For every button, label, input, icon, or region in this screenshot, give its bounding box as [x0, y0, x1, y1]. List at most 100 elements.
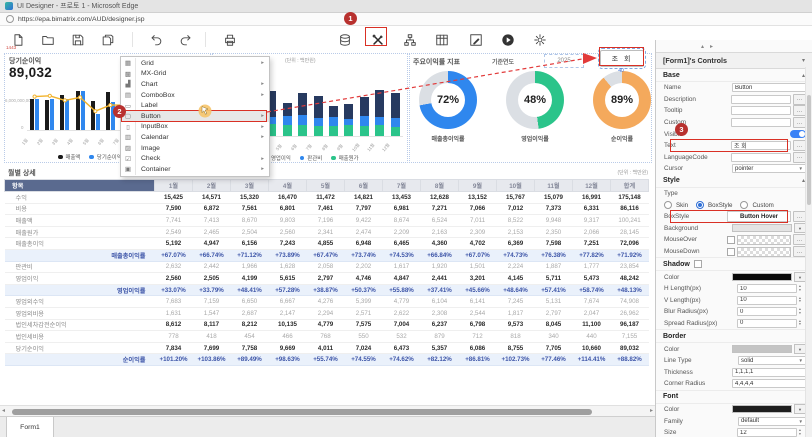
border-color-swatch[interactable] — [732, 345, 792, 354]
languagecode-input[interactable] — [731, 152, 791, 162]
panel-pin-icon[interactable]: ▸ — [710, 43, 714, 50]
design-canvas[interactable]: 당기순이익 89,032 6,000,000,000 0 1월 2월 3월 4월 5월 6… — [0, 47, 655, 405]
corner-radius-input[interactable] — [732, 379, 806, 389]
mousedown-checkbox[interactable] — [727, 247, 735, 256]
search-button[interactable]: 조 회 — [597, 47, 647, 70]
url-bar[interactable]: https://epa.bimatrix.com/AUD/designer.js… — [0, 13, 812, 26]
text-input[interactable] — [731, 141, 791, 151]
line-type-select[interactable]: solid ▼ — [738, 356, 806, 366]
year-select[interactable]: 2025 — [544, 54, 584, 68]
scroll-right-icon[interactable]: ▸ — [649, 408, 653, 414]
section-base[interactable]: Base ▴ — [656, 69, 812, 82]
bar-group — [88, 85, 103, 130]
new-file-icon[interactable] — [8, 30, 27, 49]
panel-header[interactable]: [Form1]'s Controls ▾ — [656, 52, 812, 69]
menu-item-mx-grid[interactable]: ▩ MX-Grid — [121, 68, 269, 80]
scroll-left-icon[interactable]: ◂ — [2, 408, 6, 414]
menu-item-grid[interactable]: ▦ Grid ▸ — [121, 58, 269, 69]
cursor-select[interactable]: pointer ▼ — [732, 164, 806, 174]
thickness-input[interactable] — [732, 367, 806, 377]
stepper-icon[interactable]: ▴ ▾ — [799, 318, 801, 327]
shadow-checkbox[interactable] — [693, 260, 702, 269]
save-icon[interactable] — [68, 30, 87, 49]
visible-toggle[interactable] — [790, 130, 806, 139]
spread-radius-input[interactable] — [737, 318, 797, 328]
canvas-width-label: 1443 — [6, 45, 17, 50]
hierarchy-icon[interactable] — [400, 30, 419, 49]
panel-collapse-icon[interactable]: ▴ — [701, 43, 705, 50]
print-icon[interactable] — [220, 30, 239, 49]
field-tooltip: Tooltip … — [656, 105, 812, 117]
boxstyle-value[interactable]: Button Hover — [727, 211, 791, 223]
stepper-icon[interactable]: ▴ ▾ — [799, 307, 801, 315]
dataset-grid-icon[interactable] — [432, 30, 451, 49]
donut-ring: 89% — [593, 71, 651, 129]
line-type-value: solid — [741, 357, 754, 364]
cell-value: 7,066 — [458, 203, 497, 216]
menu-item-calendar[interactable]: ▥ Calendar ▸ — [121, 132, 269, 143]
영업이익-segment — [282, 102, 292, 116]
redo-icon[interactable] — [176, 30, 195, 49]
menu-item-container[interactable]: ▣ Container ▸ — [121, 163, 269, 175]
family-select[interactable]: default ▼ — [738, 416, 806, 426]
menu-item-label[interactable]: ▭ Label — [121, 100, 269, 111]
step-badge-2: 2 — [113, 105, 126, 118]
stepper-icon[interactable]: ▴ ▾ — [799, 428, 801, 436]
menu-item-check[interactable]: ☑ Check ▸ — [121, 153, 269, 164]
radio-custom[interactable] — [740, 201, 749, 210]
cell-value: 2,797 — [534, 307, 573, 320]
undo-icon[interactable] — [146, 30, 165, 49]
menu-item-button[interactable]: ▢ Button ▸ — [121, 109, 269, 122]
font-color-swatch[interactable] — [732, 405, 792, 414]
판관비-segment — [329, 117, 339, 127]
shadow-color-swatch[interactable] — [732, 273, 792, 282]
cell-value: 4,145 — [496, 272, 535, 285]
name-input[interactable] — [732, 83, 806, 93]
cell-value: +66.84% — [420, 249, 459, 262]
table-row: 영업이익 2,560 2,505 4,199 5,615 2,797 4,746 4,847 2… — [4, 272, 649, 285]
horizontal-scrollbar[interactable]: ◂ ▸ — [0, 405, 655, 417]
background-swatch[interactable] — [732, 224, 792, 233]
판관비-segment — [390, 118, 400, 127]
widget-monthly-table[interactable]: 월별 상세 (단위 : 백만원) 항목 1월 2월 3월 4월 5월 6월 7월 8월 9월 10월… — [4, 165, 652, 381]
scrollbar-thumb[interactable] — [12, 408, 592, 415]
field-label: BoxStyle — [664, 213, 690, 221]
panel-scrollbar[interactable] — [805, 67, 812, 437]
h-length-input[interactable] — [737, 284, 797, 294]
cell-value: 778 — [154, 330, 193, 343]
settings-icon[interactable] — [530, 30, 549, 49]
insert-control-icon[interactable] — [368, 30, 387, 49]
v-length-input[interactable] — [737, 295, 797, 305]
menu-item-inputbox[interactable]: ▯ InputBox ▸ — [121, 121, 269, 133]
cell-value: +55.88% — [382, 284, 421, 297]
mouseover-swatch[interactable] — [737, 234, 791, 245]
mouseover-checkbox[interactable] — [727, 235, 735, 244]
mousedown-swatch[interactable] — [737, 246, 791, 257]
radio-skin[interactable] — [664, 201, 672, 210]
radio-boxstyle[interactable] — [696, 201, 705, 210]
open-folder-icon[interactable] — [38, 30, 57, 49]
description-input[interactable] — [731, 94, 791, 104]
stepper-icon[interactable]: ▴ ▾ — [799, 295, 801, 304]
bar-group — [27, 85, 42, 130]
stepper-icon[interactable]: ▴ ▾ — [799, 284, 801, 292]
scrollbar-thumb[interactable] — [807, 95, 811, 205]
tooltip-input[interactable] — [731, 106, 791, 116]
menu-item-label: Chart — [141, 80, 158, 88]
size-input[interactable] — [737, 428, 797, 437]
tab-form1[interactable]: Form1 — [6, 417, 54, 437]
edit-icon[interactable] — [466, 30, 485, 49]
run-icon[interactable] — [498, 30, 517, 49]
save-all-icon[interactable] — [98, 30, 117, 49]
menu-item-chart[interactable]: ▟ Chart ▸ — [121, 79, 269, 90]
cell-value: 4,276 — [306, 295, 345, 308]
menu-item-image[interactable]: ▨ Image — [121, 142, 269, 154]
data-source-icon[interactable] — [335, 30, 354, 49]
cell-value: +74.73% — [496, 249, 535, 262]
custom-input[interactable] — [731, 118, 791, 128]
form-tab-bar: Form1 — [0, 416, 655, 437]
field-label: Corner Radius — [664, 380, 706, 388]
menu-item-combobox[interactable]: ▤ ComboBox ▸ — [121, 89, 269, 101]
section-style[interactable]: Style ▴ — [656, 175, 812, 188]
blur-radius-input[interactable] — [737, 307, 797, 317]
